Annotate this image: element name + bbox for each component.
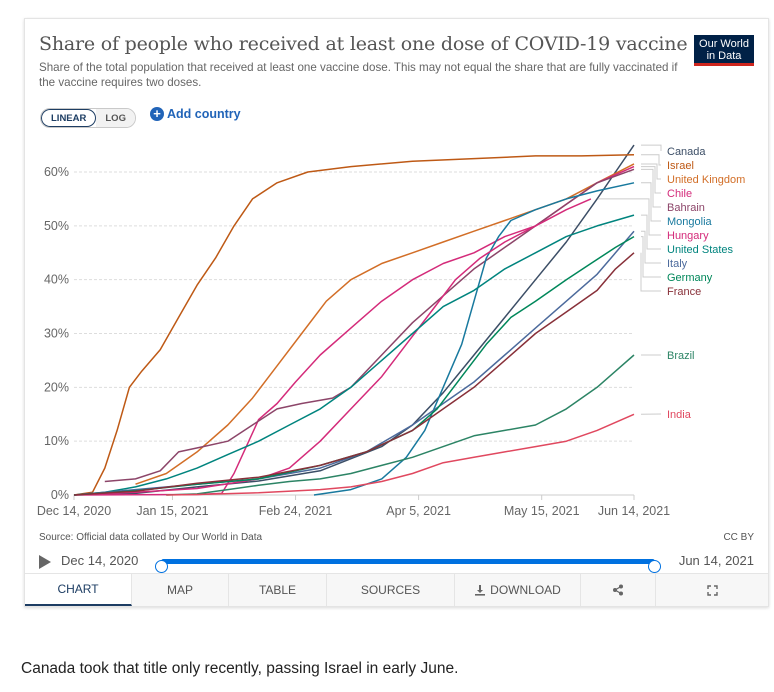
license-link[interactable]: CC BY: [723, 532, 754, 543]
legend-connector: [641, 236, 661, 278]
timeline: Dec 14, 2020 Jun 14, 2021: [39, 551, 754, 573]
tab-label: DOWNLOAD: [490, 583, 561, 597]
timeline-end-label: Jun 14, 2021: [678, 553, 754, 568]
play-icon[interactable]: [39, 555, 51, 569]
legend-label-united-kingdom[interactable]: United Kingdom: [667, 174, 745, 186]
series-line-mongolia[interactable]: [313, 182, 635, 496]
add-country-label: Add country: [167, 107, 241, 121]
legend-connector: [641, 144, 662, 151]
series-line-france[interactable]: [73, 252, 635, 496]
plus-circle-icon: +: [150, 107, 164, 121]
x-tick-label: Dec 14, 2020: [37, 504, 111, 518]
legend-label-united-states[interactable]: United States: [667, 244, 734, 256]
tab-chart[interactable]: CHART: [25, 574, 132, 606]
tab-label: TABLE: [258, 583, 297, 597]
series-line-hungary[interactable]: [73, 198, 592, 496]
share-icon: [612, 584, 624, 596]
legend-connector: [641, 214, 661, 250]
series-line-germany[interactable]: [73, 235, 635, 496]
tab-map[interactable]: MAP: [132, 574, 229, 606]
legend-label-mongolia[interactable]: Mongolia: [667, 216, 713, 228]
x-tick-label: Feb 24, 2021: [259, 504, 333, 518]
legend-connector: [641, 230, 661, 264]
scale-toggle: LINEAR LOG: [40, 108, 136, 128]
x-tick-label: Jun 14, 2021: [598, 504, 670, 518]
logo-line-2: in Data: [706, 50, 742, 62]
y-tick-label: 50%: [44, 219, 69, 233]
tab-table[interactable]: TABLE: [229, 574, 327, 606]
series-line-brazil[interactable]: [166, 354, 635, 496]
legend-connector: [597, 198, 661, 236]
legend-label-canada[interactable]: Canada: [667, 146, 706, 158]
timeline-start-handle[interactable]: [155, 560, 168, 573]
tab-sources[interactable]: SOURCES: [327, 574, 455, 606]
scale-linear-button[interactable]: LINEAR: [41, 109, 97, 127]
add-country-button[interactable]: + Add country: [150, 107, 241, 121]
owid-logo[interactable]: Our World in Data: [694, 35, 754, 66]
y-tick-label: 0%: [51, 488, 69, 502]
tab-download[interactable]: DOWNLOAD: [455, 574, 581, 606]
legend-label-france[interactable]: France: [667, 286, 701, 298]
legend-connector: [641, 163, 661, 180]
legend-label-chile[interactable]: Chile: [667, 188, 692, 200]
timeline-start-label: Dec 14, 2020: [61, 553, 139, 568]
legend-connector: [641, 154, 661, 166]
legend-label-india[interactable]: India: [667, 409, 692, 421]
y-tick-label: 60%: [44, 165, 69, 179]
series-line-united-kingdom[interactable]: [135, 163, 635, 485]
tab-label: MAP: [166, 583, 193, 597]
y-tick-label: 30%: [44, 327, 69, 341]
legend-label-bahrain[interactable]: Bahrain: [667, 202, 705, 214]
series-line-israel[interactable]: [73, 154, 635, 496]
timeline-track[interactable]: [155, 559, 661, 573]
legend-label-israel[interactable]: Israel: [667, 160, 694, 172]
series-line-canada[interactable]: [73, 144, 635, 496]
article-caption: Canada took that title only recently, pa…: [21, 660, 459, 677]
x-tick-label: May 15, 2021: [504, 504, 580, 518]
download-icon: [474, 584, 486, 596]
y-tick-label: 40%: [44, 273, 69, 287]
legend-connector: [640, 252, 661, 292]
legend-label-hungary[interactable]: Hungary: [667, 230, 709, 242]
chart-subtitle: Share of the total population that recei…: [39, 61, 678, 89]
tab-share[interactable]: [581, 574, 656, 606]
tab-label: SOURCES: [360, 583, 421, 597]
x-tick-label: Jan 15, 2021: [136, 504, 208, 518]
legend-label-brazil[interactable]: Brazil: [667, 350, 695, 362]
x-tick-label: Apr 5, 2021: [386, 504, 451, 518]
tab-bar: CHART MAP TABLE SOURCES DOWNLOAD: [25, 573, 768, 606]
series-line-bahrain[interactable]: [104, 168, 635, 483]
legend-label-germany[interactable]: Germany: [667, 272, 713, 284]
source-note: Source: Official data collated by Our Wo…: [39, 532, 263, 543]
series-line-united-states[interactable]: [73, 214, 635, 496]
tab-fullscreen[interactable]: [656, 574, 768, 606]
scale-log-button[interactable]: LOG: [96, 109, 135, 127]
tab-label: CHART: [57, 582, 99, 596]
y-tick-label: 20%: [44, 380, 69, 394]
fullscreen-icon: [706, 584, 718, 596]
legend-connector: [641, 166, 661, 194]
line-chart: 0% 10% 20% 30% 40% 50% 60% Dec 14, 2020 Jan 15, …: [37, 144, 745, 518]
chart-title: Share of people who received at least on…: [39, 33, 688, 55]
series-line-india[interactable]: [166, 413, 635, 496]
legend-connector: [641, 182, 661, 222]
logo-line-1: Our World: [699, 38, 749, 50]
y-tick-label: 10%: [44, 434, 69, 448]
legend-connector: [641, 168, 661, 208]
legend-label-italy[interactable]: Italy: [667, 258, 688, 270]
timeline-end-handle[interactable]: [648, 560, 661, 573]
chart-card: Share of people who received at least on…: [24, 18, 769, 607]
